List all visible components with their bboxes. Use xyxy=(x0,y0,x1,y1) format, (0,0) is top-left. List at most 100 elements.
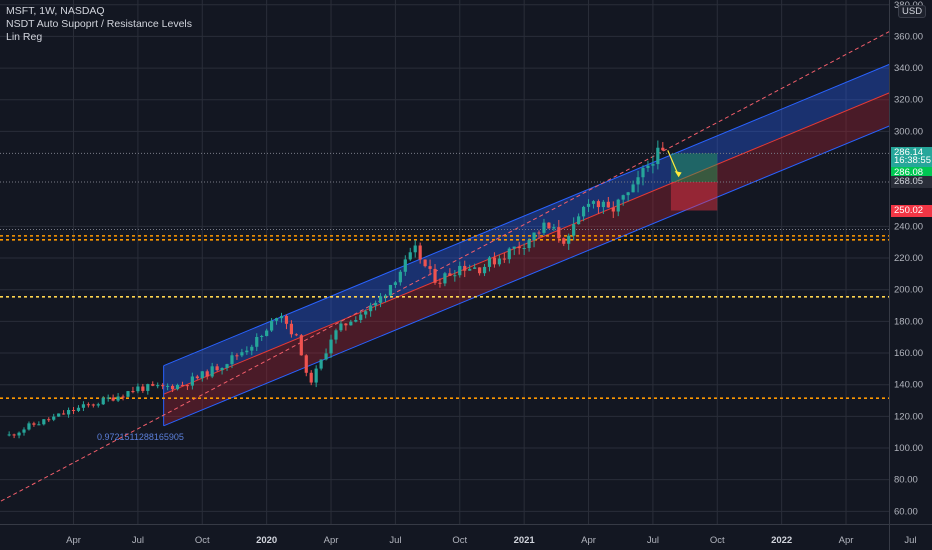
candle-body xyxy=(180,384,185,386)
candle-body xyxy=(22,429,26,433)
candle-body xyxy=(601,201,605,208)
y-tick-label: 340.00 xyxy=(894,63,923,74)
candle-body xyxy=(215,366,219,371)
candle-body xyxy=(136,386,140,392)
candle-body xyxy=(37,424,41,426)
candle-body xyxy=(423,259,427,267)
y-tick-label: 300.00 xyxy=(894,126,923,137)
candle-body xyxy=(487,257,492,267)
x-tick-label: Apr xyxy=(839,535,854,546)
candle-body xyxy=(354,319,358,322)
candle-body xyxy=(240,352,244,356)
candle-body xyxy=(547,222,551,229)
candle-body xyxy=(57,413,61,417)
candle-body xyxy=(111,397,115,401)
candle-body xyxy=(403,259,407,272)
regression-coefficient-label: 0.9721511288165905 xyxy=(97,432,184,442)
candle-body xyxy=(477,267,482,274)
candle-body xyxy=(131,391,135,393)
candle-body xyxy=(309,372,313,383)
candle-body xyxy=(359,314,363,320)
candle-body xyxy=(413,245,417,253)
candle-body xyxy=(91,404,95,406)
y-tick-label: 320.00 xyxy=(894,95,923,106)
x-tick-label: 2020 xyxy=(256,535,277,546)
candle-body xyxy=(636,177,640,185)
candle-body xyxy=(443,273,447,284)
candle-body xyxy=(646,165,650,169)
x-tick-label: Oct xyxy=(195,535,210,546)
candle-body xyxy=(517,246,521,249)
y-tick-label: 120.00 xyxy=(894,411,923,422)
candle-body xyxy=(299,335,303,356)
x-tick-label: Jul xyxy=(132,535,144,546)
candle-body xyxy=(210,366,214,377)
candle-body xyxy=(294,334,298,336)
candle-body xyxy=(502,258,506,260)
candle-body xyxy=(319,359,323,369)
price-tag: 268.05 xyxy=(891,175,932,188)
candle-body xyxy=(552,227,556,229)
candle-body xyxy=(458,265,462,276)
candle-body xyxy=(572,224,576,236)
candle-body xyxy=(482,266,487,274)
candle-body xyxy=(651,164,655,166)
y-tick-label: 100.00 xyxy=(894,443,923,454)
candle-body xyxy=(492,257,497,265)
price-tag: 16:38:55 xyxy=(891,154,932,167)
candle-body xyxy=(230,355,234,365)
candle-body xyxy=(81,404,86,408)
candle-body xyxy=(185,385,190,387)
candle-body xyxy=(32,423,36,425)
y-tick-label: 140.00 xyxy=(894,380,923,391)
x-tick-label: 2022 xyxy=(771,535,792,546)
time-axis-background xyxy=(0,524,932,550)
candle-body xyxy=(121,396,125,398)
long-position-loss-zone xyxy=(670,181,718,211)
price-tag: 250.02 xyxy=(891,204,932,217)
candle-body xyxy=(86,404,90,406)
candle-body xyxy=(542,222,546,233)
candle-body xyxy=(116,396,120,401)
candle-body xyxy=(591,201,596,204)
currency-button[interactable]: USD xyxy=(898,5,927,18)
indicator-label-sr-levels[interactable]: NSDT Auto Supoprt / Resistance Levels xyxy=(6,18,192,30)
symbol-title[interactable]: MSFT, 1W, NASDAQ xyxy=(6,5,105,17)
candle-body xyxy=(170,385,175,390)
candle-body xyxy=(270,320,274,331)
candle-body xyxy=(373,302,378,306)
candle-body xyxy=(284,315,289,324)
candle-body xyxy=(101,397,105,405)
candle-body xyxy=(190,376,194,386)
candle-body xyxy=(146,384,150,391)
candle-body xyxy=(433,268,437,283)
arrow-annotation-head xyxy=(674,170,682,178)
candle-body xyxy=(166,385,170,387)
candle-body xyxy=(621,195,625,200)
candle-body xyxy=(279,315,284,319)
candle-body xyxy=(567,235,571,244)
x-tick-label: 2021 xyxy=(514,535,536,546)
regression-channel-upper-band xyxy=(163,46,932,395)
regression-middle-line xyxy=(163,74,932,395)
candle-body xyxy=(611,207,615,212)
candle-body xyxy=(522,248,526,250)
candle-body xyxy=(497,258,501,265)
candle-body xyxy=(586,203,591,207)
candle-body xyxy=(304,355,308,373)
candle-body xyxy=(616,199,620,212)
indicator-label-lin-reg[interactable]: Lin Reg xyxy=(6,31,43,43)
candle-body xyxy=(220,368,224,371)
candle-body xyxy=(378,296,383,303)
candle-body xyxy=(408,252,412,260)
candle-body xyxy=(12,434,16,436)
candle-body xyxy=(17,432,21,436)
candle-body xyxy=(151,384,155,386)
candle-body xyxy=(527,240,531,249)
x-tick-label: Jul xyxy=(904,535,916,546)
dashed-trend-line xyxy=(0,8,932,503)
candle-body xyxy=(7,434,11,436)
y-tick-label: 80.00 xyxy=(894,475,918,486)
